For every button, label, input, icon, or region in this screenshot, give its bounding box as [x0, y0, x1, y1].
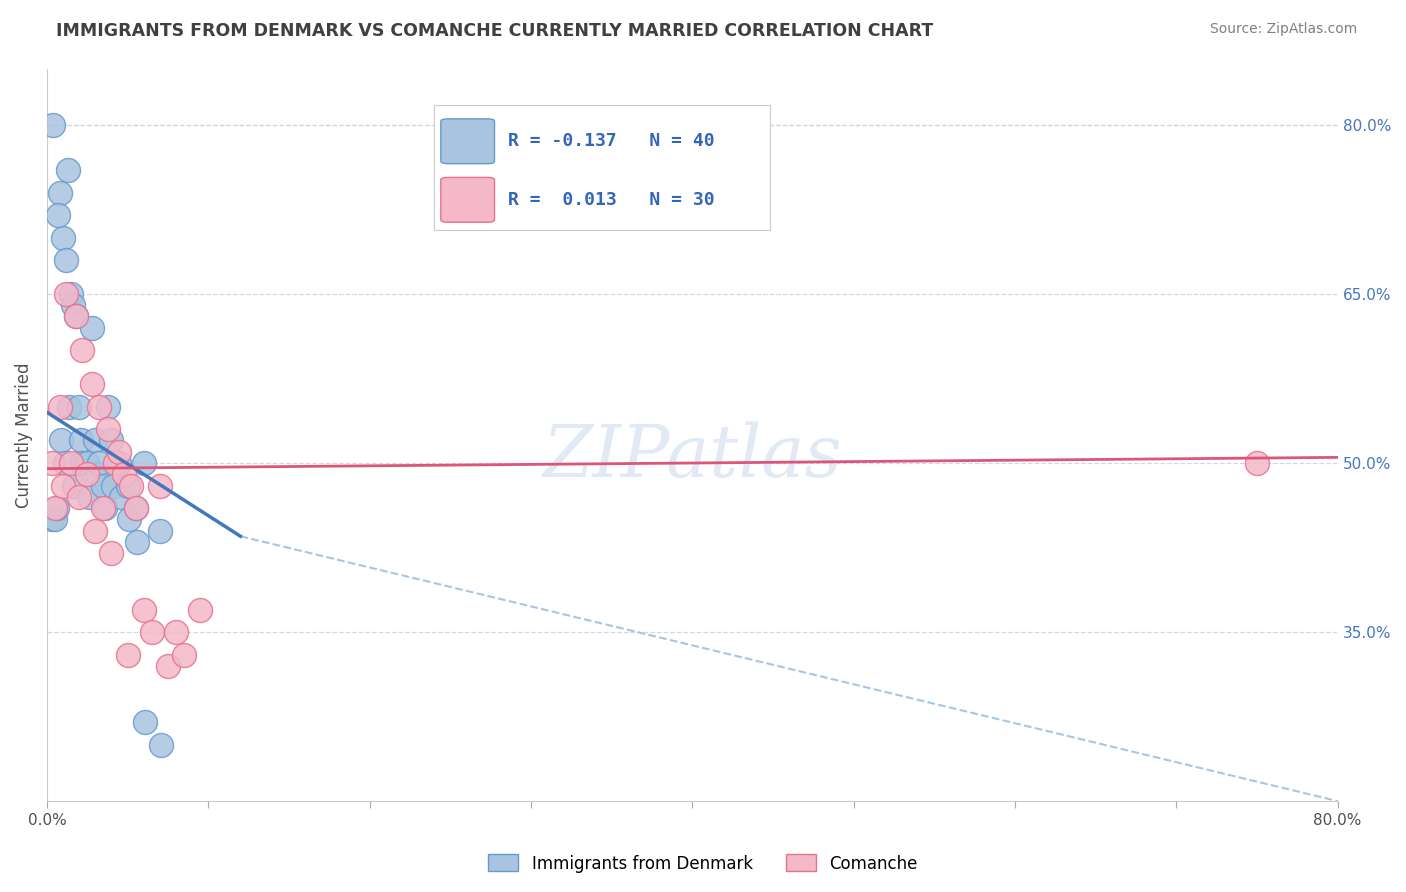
Text: ZIPatlas: ZIPatlas — [543, 422, 842, 492]
Point — [132, 602, 155, 616]
Point — [117, 478, 139, 492]
Point — [69, 434, 91, 448]
Point — [63, 478, 86, 492]
Point — [67, 490, 90, 504]
Y-axis label: Currently Married: Currently Married — [15, 362, 32, 508]
Point — [93, 501, 115, 516]
Point — [60, 456, 83, 470]
Point — [120, 478, 142, 492]
Point — [80, 320, 103, 334]
Legend: Immigrants from Denmark, Comanche: Immigrants from Denmark, Comanche — [482, 847, 924, 880]
Point — [84, 434, 107, 448]
Point — [87, 400, 110, 414]
Point — [56, 163, 79, 178]
Point — [141, 625, 163, 640]
Point — [118, 512, 141, 526]
Point — [77, 490, 100, 504]
Point — [44, 512, 66, 526]
Point — [1246, 456, 1268, 470]
Point — [93, 478, 115, 492]
Point — [156, 659, 179, 673]
Point — [101, 478, 124, 492]
Point — [62, 298, 84, 312]
Point — [42, 118, 65, 132]
Point — [110, 490, 132, 504]
Point — [117, 648, 139, 662]
Point — [41, 512, 63, 526]
Point — [44, 501, 66, 516]
Point — [94, 501, 117, 516]
Point — [52, 478, 75, 492]
Point — [149, 478, 172, 492]
Text: Source: ZipAtlas.com: Source: ZipAtlas.com — [1209, 22, 1357, 37]
Point — [76, 467, 98, 482]
Point — [188, 602, 211, 616]
Point — [165, 625, 187, 640]
Point — [124, 501, 146, 516]
Point — [76, 456, 98, 470]
Point — [124, 501, 146, 516]
Point — [53, 456, 76, 470]
Text: IMMIGRANTS FROM DENMARK VS COMANCHE CURRENTLY MARRIED CORRELATION CHART: IMMIGRANTS FROM DENMARK VS COMANCHE CURR… — [56, 22, 934, 40]
Point — [46, 208, 69, 222]
Point — [55, 287, 77, 301]
Point — [72, 456, 94, 470]
Point — [72, 343, 94, 358]
Point — [100, 434, 122, 448]
Point — [67, 400, 90, 414]
Point — [52, 230, 75, 244]
Point — [150, 738, 173, 752]
Point — [173, 648, 195, 662]
Point — [132, 456, 155, 470]
Point — [104, 456, 127, 470]
Point — [134, 715, 156, 730]
Point — [49, 400, 72, 414]
Point — [65, 310, 87, 324]
Point — [65, 310, 87, 324]
Point — [60, 287, 83, 301]
Point — [112, 467, 135, 482]
Point — [97, 400, 120, 414]
Point — [149, 524, 172, 538]
Point — [58, 400, 80, 414]
Point — [87, 456, 110, 470]
Point — [127, 535, 149, 549]
Point — [100, 546, 122, 560]
Point — [45, 501, 67, 516]
Point — [49, 186, 72, 200]
Point — [86, 467, 108, 482]
Point — [84, 524, 107, 538]
Point — [97, 422, 120, 436]
Point — [108, 444, 131, 458]
Point — [41, 456, 63, 470]
Point — [80, 377, 103, 392]
Point — [51, 434, 73, 448]
Point — [55, 253, 77, 268]
Point — [108, 456, 131, 470]
